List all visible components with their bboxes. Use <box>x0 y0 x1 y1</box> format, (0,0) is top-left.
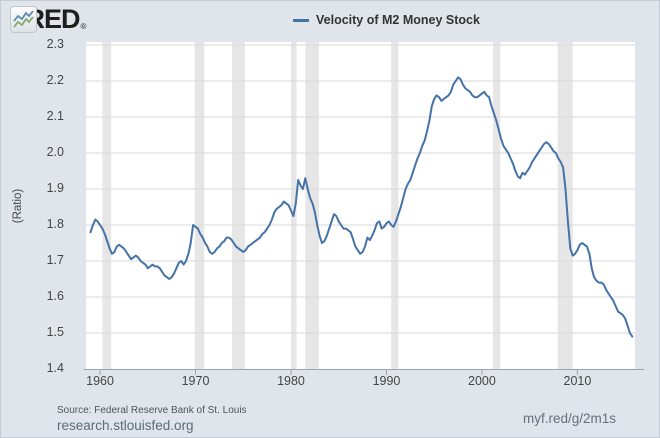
y-tick-label: 2.2 <box>46 73 64 87</box>
source-text: Source: Federal Reserve Bank of St. Loui… <box>57 405 247 416</box>
x-tick-label: 2000 <box>468 374 496 388</box>
recession-band <box>232 42 245 369</box>
y-tick-label: 1.7 <box>46 253 64 267</box>
fred-chart-icon <box>10 6 37 33</box>
plot-background <box>86 42 635 369</box>
short-url-link[interactable]: myf.red/g/2m1s <box>522 411 616 426</box>
y-tick-label: 1.8 <box>46 217 64 231</box>
y-tick-label: 2.3 <box>46 37 64 51</box>
fred-logo-registered: ® <box>80 22 87 31</box>
y-axis-title: (Ratio) <box>12 188 24 224</box>
y-tick-label: 1.5 <box>46 325 64 339</box>
x-tick-label: 1960 <box>86 374 114 388</box>
x-tick-label: 2010 <box>563 374 592 388</box>
y-tick-label: 1.9 <box>46 181 64 195</box>
x-tick-label: 1980 <box>277 374 305 388</box>
y-tick-label: 1.4 <box>46 361 64 375</box>
site-link[interactable]: research.stlouisfed.org <box>57 418 194 433</box>
recession-band <box>557 42 573 369</box>
fred-logo[interactable]: FRED ® <box>10 6 89 33</box>
recession-band <box>102 42 112 369</box>
recession-band <box>493 42 501 369</box>
x-tick-label: 1990 <box>372 374 401 388</box>
legend-item[interactable]: Velocity of M2 Money Stock <box>293 13 480 27</box>
recession-band <box>194 42 205 369</box>
series-line <box>89 76 634 338</box>
legend-line-icon <box>293 18 309 22</box>
y-tick-label: 1.6 <box>46 289 64 303</box>
y-tick-label: 2.1 <box>46 109 64 123</box>
legend-label: Velocity of M2 Money Stock <box>316 13 480 27</box>
y-tick-label: 2.0 <box>46 145 64 159</box>
recession-band <box>291 42 297 369</box>
x-tick-label: 1970 <box>181 374 210 388</box>
recession-band <box>391 42 399 369</box>
